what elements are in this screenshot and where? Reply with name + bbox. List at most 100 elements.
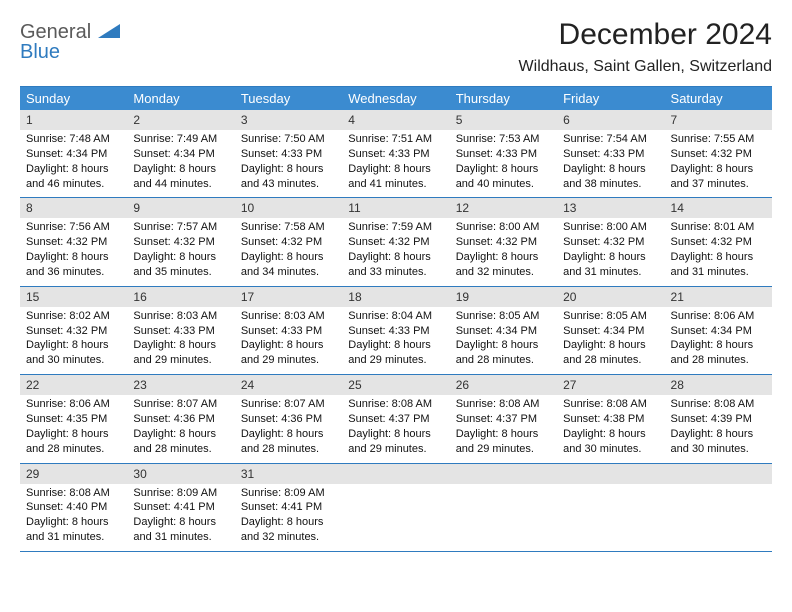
day-info: Sunrise: 7:49 AMSunset: 4:34 PMDaylight:… bbox=[127, 130, 234, 197]
day-number: 23 bbox=[127, 375, 234, 395]
day-cell: 27Sunrise: 8:08 AMSunset: 4:38 PMDayligh… bbox=[557, 375, 664, 462]
day-cell bbox=[665, 464, 772, 551]
triangle-icon bbox=[98, 24, 120, 38]
day-number: 8 bbox=[20, 198, 127, 218]
day-cell: 2Sunrise: 7:49 AMSunset: 4:34 PMDaylight… bbox=[127, 110, 234, 197]
daylight-text: Daylight: 8 hours and 34 minutes. bbox=[241, 250, 336, 280]
sunset-text: Sunset: 4:37 PM bbox=[348, 412, 443, 427]
sunset-text: Sunset: 4:33 PM bbox=[241, 324, 336, 339]
sunrise-text: Sunrise: 8:00 AM bbox=[563, 220, 658, 235]
day-info: Sunrise: 8:08 AMSunset: 4:39 PMDaylight:… bbox=[665, 395, 772, 462]
daylight-text: Daylight: 8 hours and 31 minutes. bbox=[133, 515, 228, 545]
daylight-text: Daylight: 8 hours and 43 minutes. bbox=[241, 162, 336, 192]
day-number: 22 bbox=[20, 375, 127, 395]
day-cell: 31Sunrise: 8:09 AMSunset: 4:41 PMDayligh… bbox=[235, 464, 342, 551]
day-number: 11 bbox=[342, 198, 449, 218]
day-cell: 3Sunrise: 7:50 AMSunset: 4:33 PMDaylight… bbox=[235, 110, 342, 197]
day-number: 5 bbox=[450, 110, 557, 130]
day-info: Sunrise: 7:51 AMSunset: 4:33 PMDaylight:… bbox=[342, 130, 449, 197]
sunset-text: Sunset: 4:33 PM bbox=[348, 324, 443, 339]
day-info: Sunrise: 8:03 AMSunset: 4:33 PMDaylight:… bbox=[235, 307, 342, 374]
daylight-text: Daylight: 8 hours and 30 minutes. bbox=[563, 427, 658, 457]
day-number: 4 bbox=[342, 110, 449, 130]
day-number: 12 bbox=[450, 198, 557, 218]
day-cell bbox=[342, 464, 449, 551]
day-cell: 15Sunrise: 8:02 AMSunset: 4:32 PMDayligh… bbox=[20, 287, 127, 374]
sunset-text: Sunset: 4:32 PM bbox=[671, 235, 766, 250]
sunrise-text: Sunrise: 8:06 AM bbox=[671, 309, 766, 324]
day-info bbox=[665, 484, 772, 542]
sunrise-text: Sunrise: 7:55 AM bbox=[671, 132, 766, 147]
sunset-text: Sunset: 4:33 PM bbox=[133, 324, 228, 339]
daylight-text: Daylight: 8 hours and 30 minutes. bbox=[26, 338, 121, 368]
day-info: Sunrise: 8:09 AMSunset: 4:41 PMDaylight:… bbox=[235, 484, 342, 551]
day-cell: 23Sunrise: 8:07 AMSunset: 4:36 PMDayligh… bbox=[127, 375, 234, 462]
day-header-row: Sunday Monday Tuesday Wednesday Thursday… bbox=[20, 87, 772, 110]
day-info: Sunrise: 8:08 AMSunset: 4:38 PMDaylight:… bbox=[557, 395, 664, 462]
day-info bbox=[342, 484, 449, 542]
sunset-text: Sunset: 4:41 PM bbox=[133, 500, 228, 515]
sunrise-text: Sunrise: 8:08 AM bbox=[456, 397, 551, 412]
sunrise-text: Sunrise: 7:49 AM bbox=[133, 132, 228, 147]
day-cell: 5Sunrise: 7:53 AMSunset: 4:33 PMDaylight… bbox=[450, 110, 557, 197]
logo: General Blue bbox=[20, 18, 120, 62]
day-info bbox=[557, 484, 664, 542]
day-number: 10 bbox=[235, 198, 342, 218]
sunrise-text: Sunrise: 8:07 AM bbox=[241, 397, 336, 412]
sunset-text: Sunset: 4:35 PM bbox=[26, 412, 121, 427]
day-info: Sunrise: 8:04 AMSunset: 4:33 PMDaylight:… bbox=[342, 307, 449, 374]
daylight-text: Daylight: 8 hours and 28 minutes. bbox=[563, 338, 658, 368]
daylight-text: Daylight: 8 hours and 29 minutes. bbox=[241, 338, 336, 368]
daylight-text: Daylight: 8 hours and 32 minutes. bbox=[241, 515, 336, 545]
day-info: Sunrise: 8:03 AMSunset: 4:33 PMDaylight:… bbox=[127, 307, 234, 374]
day-cell: 21Sunrise: 8:06 AMSunset: 4:34 PMDayligh… bbox=[665, 287, 772, 374]
calendar: Sunday Monday Tuesday Wednesday Thursday… bbox=[20, 86, 772, 552]
day-cell: 8Sunrise: 7:56 AMSunset: 4:32 PMDaylight… bbox=[20, 198, 127, 285]
day-number: 18 bbox=[342, 287, 449, 307]
day-number: 13 bbox=[557, 198, 664, 218]
day-number: 16 bbox=[127, 287, 234, 307]
day-cell: 18Sunrise: 8:04 AMSunset: 4:33 PMDayligh… bbox=[342, 287, 449, 374]
day-info: Sunrise: 7:58 AMSunset: 4:32 PMDaylight:… bbox=[235, 218, 342, 285]
sunrise-text: Sunrise: 8:05 AM bbox=[563, 309, 658, 324]
day-info: Sunrise: 7:50 AMSunset: 4:33 PMDaylight:… bbox=[235, 130, 342, 197]
day-cell: 9Sunrise: 7:57 AMSunset: 4:32 PMDaylight… bbox=[127, 198, 234, 285]
daylight-text: Daylight: 8 hours and 37 minutes. bbox=[671, 162, 766, 192]
daylight-text: Daylight: 8 hours and 35 minutes. bbox=[133, 250, 228, 280]
day-header: Sunday bbox=[20, 87, 127, 110]
day-number: 7 bbox=[665, 110, 772, 130]
sunrise-text: Sunrise: 8:08 AM bbox=[563, 397, 658, 412]
day-number: 3 bbox=[235, 110, 342, 130]
day-cell: 25Sunrise: 8:08 AMSunset: 4:37 PMDayligh… bbox=[342, 375, 449, 462]
day-cell: 7Sunrise: 7:55 AMSunset: 4:32 PMDaylight… bbox=[665, 110, 772, 197]
day-number: 19 bbox=[450, 287, 557, 307]
day-info: Sunrise: 7:53 AMSunset: 4:33 PMDaylight:… bbox=[450, 130, 557, 197]
day-number: 28 bbox=[665, 375, 772, 395]
day-number: 6 bbox=[557, 110, 664, 130]
week-row: 8Sunrise: 7:56 AMSunset: 4:32 PMDaylight… bbox=[20, 198, 772, 286]
day-number: 14 bbox=[665, 198, 772, 218]
daylight-text: Daylight: 8 hours and 31 minutes. bbox=[26, 515, 121, 545]
day-cell: 22Sunrise: 8:06 AMSunset: 4:35 PMDayligh… bbox=[20, 375, 127, 462]
sunset-text: Sunset: 4:34 PM bbox=[456, 324, 551, 339]
sunrise-text: Sunrise: 8:06 AM bbox=[26, 397, 121, 412]
day-header: Friday bbox=[557, 87, 664, 110]
day-info: Sunrise: 7:56 AMSunset: 4:32 PMDaylight:… bbox=[20, 218, 127, 285]
sunset-text: Sunset: 4:41 PM bbox=[241, 500, 336, 515]
sunset-text: Sunset: 4:33 PM bbox=[348, 147, 443, 162]
day-info: Sunrise: 8:06 AMSunset: 4:34 PMDaylight:… bbox=[665, 307, 772, 374]
day-number: 20 bbox=[557, 287, 664, 307]
day-number bbox=[342, 464, 449, 484]
daylight-text: Daylight: 8 hours and 29 minutes. bbox=[133, 338, 228, 368]
sunrise-text: Sunrise: 7:50 AM bbox=[241, 132, 336, 147]
day-info: Sunrise: 7:57 AMSunset: 4:32 PMDaylight:… bbox=[127, 218, 234, 285]
day-cell: 29Sunrise: 8:08 AMSunset: 4:40 PMDayligh… bbox=[20, 464, 127, 551]
day-header: Thursday bbox=[450, 87, 557, 110]
sunset-text: Sunset: 4:32 PM bbox=[348, 235, 443, 250]
daylight-text: Daylight: 8 hours and 28 minutes. bbox=[133, 427, 228, 457]
week-row: 29Sunrise: 8:08 AMSunset: 4:40 PMDayligh… bbox=[20, 464, 772, 552]
week-row: 15Sunrise: 8:02 AMSunset: 4:32 PMDayligh… bbox=[20, 287, 772, 375]
sunset-text: Sunset: 4:32 PM bbox=[133, 235, 228, 250]
day-info: Sunrise: 8:05 AMSunset: 4:34 PMDaylight:… bbox=[450, 307, 557, 374]
day-info: Sunrise: 8:08 AMSunset: 4:40 PMDaylight:… bbox=[20, 484, 127, 551]
